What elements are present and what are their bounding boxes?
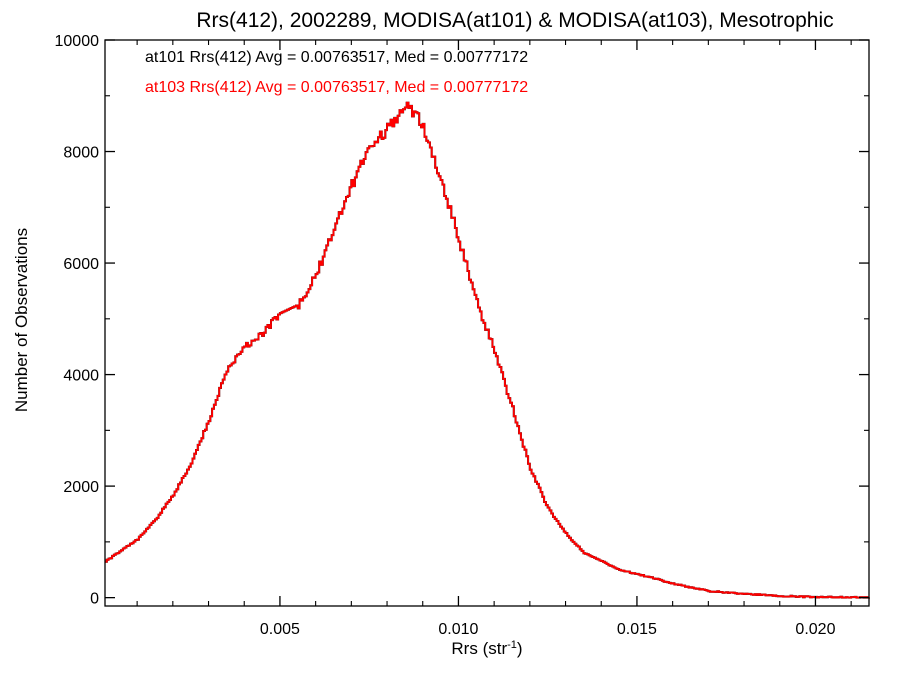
series-line-at101 [105, 101, 870, 599]
y-tick-label: 4000 [63, 368, 99, 385]
x-axis-label-superscript: -1 [507, 639, 517, 651]
x-axis: 0.005 0.010 0.015 0.020 [136, 40, 852, 638]
x-tick-label: 0.020 [795, 621, 835, 638]
y-tick-label: 6000 [63, 256, 99, 273]
x-tick-label: 0.010 [438, 621, 478, 638]
y-tick-label: 2000 [63, 479, 99, 496]
y-tick-label: 0 [90, 591, 99, 608]
chart-title: Rrs(412), 2002289, MODISA(at101) & MODIS… [196, 9, 833, 32]
y-axis-label: Number of Observations [12, 228, 31, 412]
x-axis-label-close: ) [517, 639, 523, 658]
y-tick-label: 8000 [63, 145, 99, 162]
legend-at101-stats: at101 Rrs(412) Avg = 0.00763517, Med = 0… [145, 49, 528, 66]
x-axis-label: Rrs (str-1) [451, 639, 522, 658]
x-axis-label-main: Rrs (str [451, 639, 507, 658]
x-tick-label: 0.015 [617, 621, 657, 638]
series-line-at103 [105, 101, 870, 599]
series-layer [105, 101, 870, 599]
y-axis: 0 2000 4000 6000 8000 10000 [55, 33, 869, 608]
x-tick-label: 0.005 [260, 621, 300, 638]
legend-at103-stats: at103 Rrs(412) Avg = 0.00763517, Med = 0… [145, 79, 528, 96]
plot-frame [104, 39, 870, 607]
y-tick-label: 10000 [55, 33, 100, 50]
